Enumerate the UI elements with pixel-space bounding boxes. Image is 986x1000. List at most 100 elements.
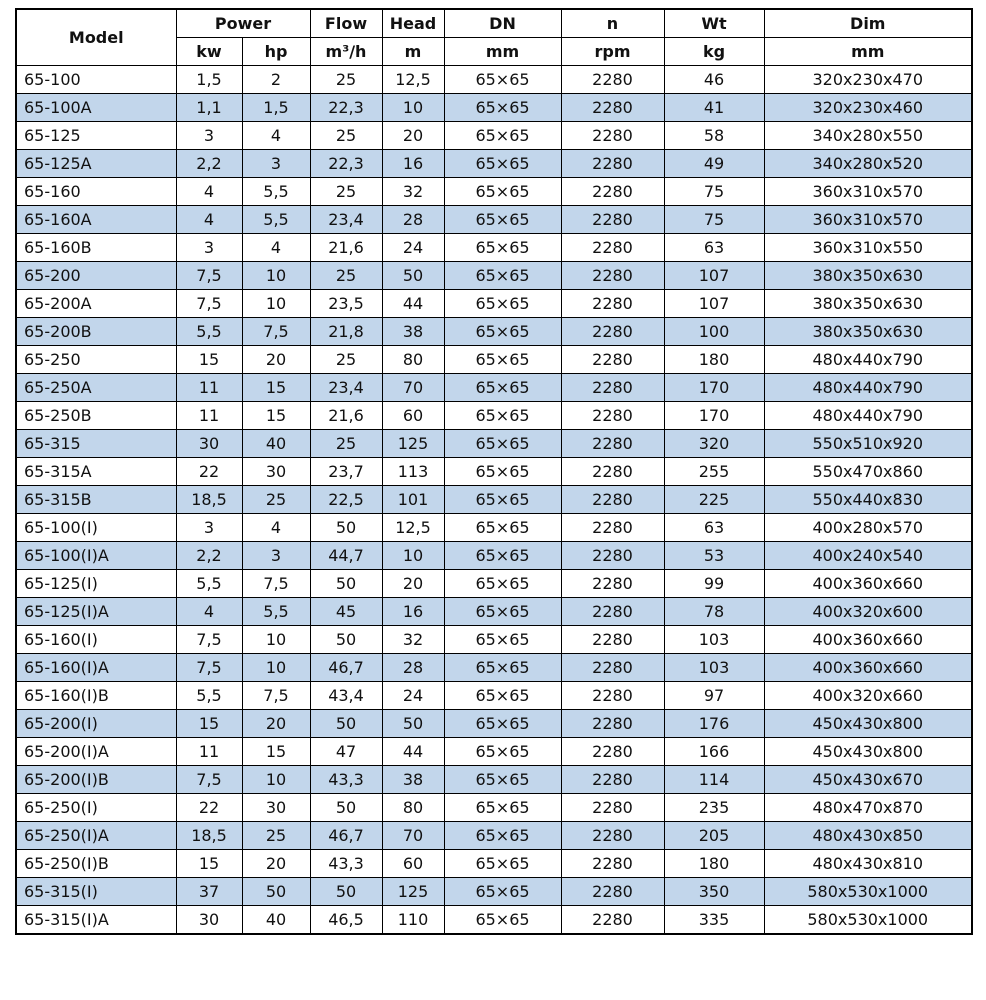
table-cell: 78 — [663, 597, 765, 626]
table-cell: 400x320x600 — [763, 597, 973, 626]
table-cell: 65×65 — [443, 401, 562, 430]
table-cell: 110 — [381, 905, 445, 935]
table-row: 65-125 3 4 25 20 65×65 2280 58 340x280x550 — [15, 121, 973, 150]
table-cell: 7,5 — [175, 289, 243, 318]
table-cell: 180 — [663, 345, 765, 374]
table-cell: 3 — [175, 233, 243, 262]
model-cell: 65-200(I) — [15, 709, 177, 738]
table-cell: 107 — [663, 289, 765, 318]
table-cell: 15 — [175, 849, 243, 878]
table-cell: 2280 — [560, 205, 665, 234]
table-row: 65-250(I)A 18,5 25 46,7 70 65×65 2280 205 480x43… — [15, 821, 973, 850]
table-cell: 2280 — [560, 177, 665, 206]
table-cell: 350 — [663, 877, 765, 906]
table-row: 65-160A 4 5,5 23,4 28 65×65 2280 75 360x310x570 — [15, 205, 973, 234]
table-cell: 2280 — [560, 765, 665, 794]
table-cell: 4 — [241, 513, 311, 542]
table-cell: 65×65 — [443, 849, 562, 878]
table-cell: 65×65 — [443, 821, 562, 850]
model-cell: 65-125 — [15, 121, 177, 150]
table-cell: 50 — [309, 513, 383, 542]
table-cell: 3 — [241, 541, 311, 570]
table-row: 65-315(I) 37 50 50 125 65×65 2280 350 580x530x10… — [15, 877, 973, 906]
table-cell: 2280 — [560, 289, 665, 318]
header-row-units: kw hp m³/h m mm rpm kg mm — [16, 37, 973, 66]
table-cell: 2280 — [560, 485, 665, 514]
table-cell: 550x510x920 — [763, 429, 973, 458]
table-cell: 10 — [241, 289, 311, 318]
table-cell: 2280 — [560, 821, 665, 850]
table-cell: 335 — [663, 905, 765, 935]
table-cell: 400x360x660 — [763, 653, 973, 682]
table-cell: 480x440x790 — [763, 401, 973, 430]
table-cell: 2280 — [560, 429, 665, 458]
table-cell: 5,5 — [175, 569, 243, 598]
model-cell: 65-315 — [15, 429, 177, 458]
table-row: 65-200(I) 15 20 50 50 65×65 2280 176 450x430x800 — [15, 709, 973, 738]
table-cell: 65×65 — [443, 905, 562, 935]
model-cell: 65-250(I)A — [15, 821, 177, 850]
table-cell: 99 — [663, 569, 765, 598]
table-cell: 46,7 — [309, 653, 383, 682]
table-cell: 50 — [309, 709, 383, 738]
table-cell: 320 — [663, 429, 765, 458]
table-row: 65-125(I) 5,5 7,5 50 20 65×65 2280 99 400x360x66… — [15, 569, 973, 598]
table-cell: 100 — [663, 317, 765, 346]
table-cell: 20 — [241, 709, 311, 738]
model-cell: 65-200(I)B — [15, 765, 177, 794]
table-cell: 46 — [663, 65, 765, 94]
table-cell: 40 — [241, 429, 311, 458]
model-cell: 65-100(I) — [15, 513, 177, 542]
table-cell: 400x320x660 — [763, 681, 973, 710]
table-cell: 580x530x1000 — [763, 877, 973, 906]
table-cell: 101 — [381, 485, 445, 514]
table-cell: 38 — [381, 317, 445, 346]
table-cell: 480x440x790 — [763, 373, 973, 402]
table-cell: 21,8 — [309, 317, 383, 346]
table-cell: 11 — [175, 737, 243, 766]
table-cell: 480x430x850 — [763, 821, 973, 850]
table-cell: 65×65 — [443, 205, 562, 234]
table-cell: 65×65 — [443, 373, 562, 402]
table-cell: 320x230x460 — [763, 93, 973, 122]
model-cell: 65-160(I)B — [15, 681, 177, 710]
table-cell: 18,5 — [175, 821, 243, 850]
table-cell: 380x350x630 — [763, 289, 973, 318]
table-cell: 2280 — [560, 373, 665, 402]
table-cell: 65×65 — [443, 485, 562, 514]
pump-spec-table: Model Power Flow Head DN n Wt Dim kw hp … — [15, 8, 973, 935]
table-cell: 11 — [175, 401, 243, 430]
table-cell: 2 — [241, 65, 311, 94]
table-cell: 7,5 — [241, 569, 311, 598]
table-cell: 7,5 — [175, 653, 243, 682]
unit-hp: hp — [241, 37, 311, 66]
table-cell: 50 — [309, 877, 383, 906]
table-cell: 103 — [663, 653, 765, 682]
table-cell: 25 — [309, 121, 383, 150]
table-cell: 65×65 — [443, 681, 562, 710]
table-row: 65-250B 11 15 21,6 60 65×65 2280 170 480x440x790 — [15, 401, 973, 430]
model-cell: 65-250B — [15, 401, 177, 430]
table-cell: 65×65 — [443, 625, 562, 654]
table-row: 65-200 7,5 10 25 50 65×65 2280 107 380x350x630 — [15, 261, 973, 290]
table-cell: 25 — [241, 485, 311, 514]
table-cell: 400x280x570 — [763, 513, 973, 542]
table-cell: 4 — [175, 205, 243, 234]
model-cell: 65-160(I)A — [15, 653, 177, 682]
table-cell: 550x440x830 — [763, 485, 973, 514]
table-cell: 28 — [381, 653, 445, 682]
table-cell: 25 — [309, 429, 383, 458]
table-cell: 44 — [381, 737, 445, 766]
table-cell: 22,3 — [309, 149, 383, 178]
unit-dn: mm — [443, 37, 562, 66]
table-row: 65-160(I) 7,5 10 50 32 65×65 2280 103 400x360x66… — [15, 625, 973, 654]
table-cell: 4 — [241, 121, 311, 150]
table-cell: 43,3 — [309, 765, 383, 794]
table-cell: 360x310x550 — [763, 233, 973, 262]
table-cell: 11 — [175, 373, 243, 402]
table-cell: 3 — [175, 121, 243, 150]
table-cell: 2280 — [560, 849, 665, 878]
col-header-head: Head — [381, 8, 445, 38]
table-cell: 58 — [663, 121, 765, 150]
table-cell: 44 — [381, 289, 445, 318]
